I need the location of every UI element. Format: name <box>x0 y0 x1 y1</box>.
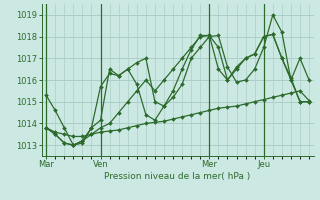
X-axis label: Pression niveau de la mer( hPa ): Pression niveau de la mer( hPa ) <box>104 172 251 181</box>
